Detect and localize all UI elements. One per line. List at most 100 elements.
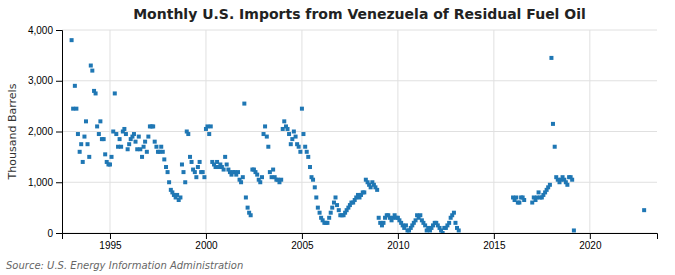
y-tick: 4,000 <box>28 25 62 36</box>
point <box>330 206 334 210</box>
point <box>127 142 131 146</box>
x-tick: 2020 <box>579 233 602 251</box>
point <box>140 155 144 159</box>
point <box>311 178 315 182</box>
point <box>126 147 130 151</box>
x-tick: 2015 <box>483 233 506 251</box>
point <box>298 150 302 154</box>
point <box>86 142 90 146</box>
y-tick-label: 4,000 <box>28 25 53 36</box>
x-tick-label: 2015 <box>483 240 506 251</box>
y-tick-mark <box>56 233 62 234</box>
point <box>151 124 155 128</box>
point <box>95 124 99 128</box>
point <box>318 211 322 215</box>
y-axis-line <box>56 31 63 234</box>
point <box>113 91 117 95</box>
point <box>244 195 248 199</box>
title: Monthly U.S. Imports from Venezuela of R… <box>133 6 586 22</box>
x-tick-label: 2010 <box>387 240 410 251</box>
point <box>114 132 118 136</box>
point <box>570 178 574 182</box>
point <box>84 119 88 123</box>
x-grid-line <box>301 30 302 233</box>
point <box>289 142 293 146</box>
point <box>642 208 646 212</box>
point <box>265 135 269 139</box>
x-tick: 1995 <box>99 233 122 251</box>
point <box>271 168 275 172</box>
plot-area: 19952000200520102015202001,0002,0003,000… <box>28 25 658 251</box>
point <box>223 155 227 159</box>
y-tick: 3,000 <box>28 75 62 86</box>
point <box>124 132 128 136</box>
point <box>246 206 250 210</box>
point <box>241 175 245 179</box>
annotation: Source: U.S. Energy Information Administ… <box>6 260 243 271</box>
point <box>209 124 213 128</box>
point <box>292 130 296 134</box>
y-tick-label: 1,000 <box>28 177 53 188</box>
point <box>266 145 270 149</box>
point <box>73 84 77 88</box>
y-tick: 1,000 <box>28 177 62 188</box>
point <box>222 168 226 172</box>
point <box>181 170 185 174</box>
x-tick-mark <box>590 233 591 239</box>
x-grid-line <box>589 30 590 233</box>
point <box>180 162 184 166</box>
point <box>441 231 445 233</box>
point <box>548 183 552 187</box>
point <box>142 145 146 149</box>
y-grid-line <box>62 80 657 81</box>
point <box>178 195 182 199</box>
point <box>325 221 329 225</box>
y-tick: 2,000 <box>28 126 62 137</box>
point <box>143 140 147 144</box>
x-tick-mark <box>494 233 495 239</box>
point <box>154 145 158 149</box>
x-axis: 199520002005201020152020 <box>63 233 658 251</box>
point <box>225 162 229 166</box>
point <box>551 122 555 126</box>
point <box>108 162 112 166</box>
points <box>70 38 647 233</box>
point <box>255 173 259 177</box>
point <box>94 91 98 95</box>
point <box>188 155 192 159</box>
point <box>314 195 318 199</box>
point <box>74 107 78 111</box>
point <box>137 135 141 139</box>
y-tick-mark <box>56 30 62 31</box>
point <box>110 155 114 159</box>
point <box>161 150 165 154</box>
point <box>119 145 123 149</box>
point <box>308 165 312 169</box>
point <box>258 180 262 184</box>
point <box>132 132 136 136</box>
x-tick-label: 2020 <box>579 240 602 251</box>
x-tick-mark <box>398 233 399 239</box>
point <box>78 150 82 154</box>
point <box>377 216 381 220</box>
y-tick-label: 3,000 <box>28 75 53 86</box>
point <box>249 213 253 217</box>
point <box>134 140 138 144</box>
point <box>167 180 171 184</box>
y-grid-line <box>62 131 657 132</box>
point <box>166 170 170 174</box>
point <box>381 221 385 225</box>
y-tick: 0 <box>47 228 62 239</box>
point <box>207 132 211 136</box>
point <box>98 119 102 123</box>
x-tick: 2005 <box>291 233 314 251</box>
point <box>572 228 576 232</box>
x-tick: 2010 <box>387 233 410 251</box>
point <box>303 145 307 149</box>
point <box>145 150 149 154</box>
point <box>89 64 93 68</box>
point <box>90 69 94 73</box>
y-tick-mark <box>56 81 62 82</box>
point <box>282 119 286 123</box>
y-axis-title: Thousand Barrels <box>6 83 19 180</box>
